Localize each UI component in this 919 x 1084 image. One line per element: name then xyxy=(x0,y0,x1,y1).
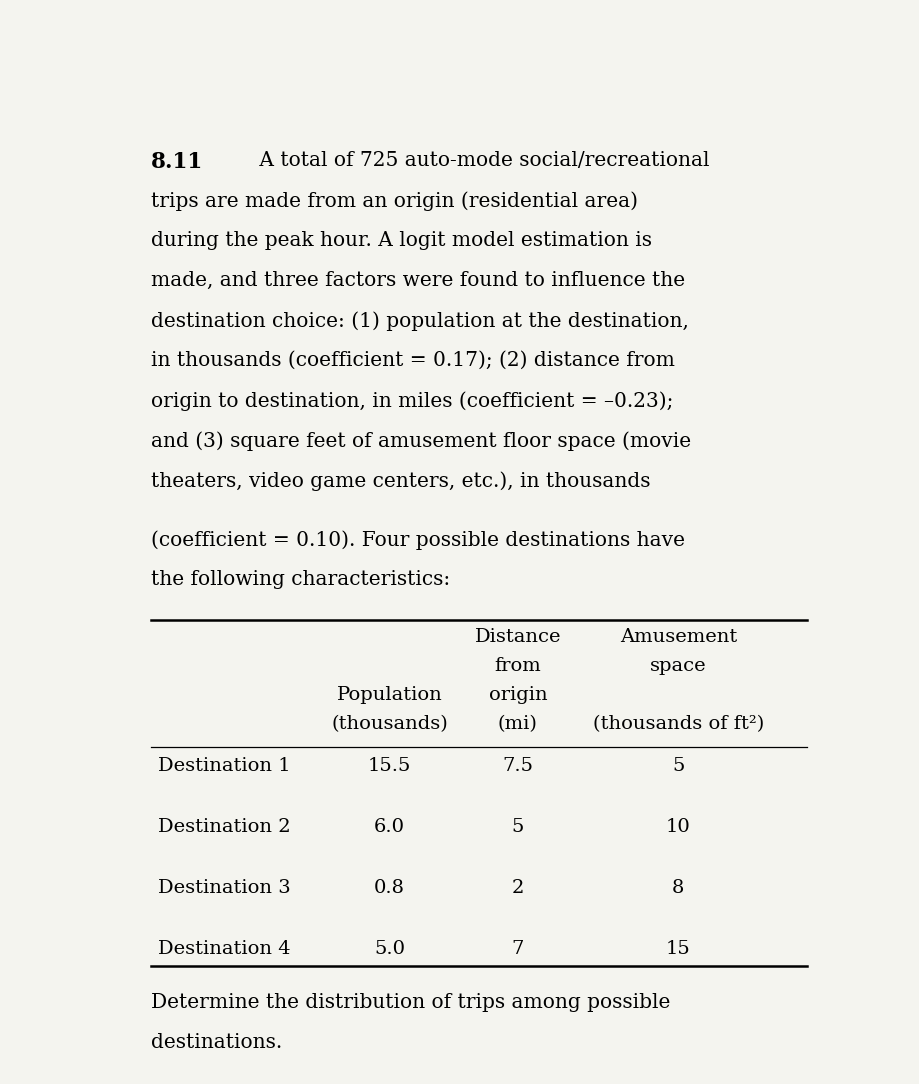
Text: 15.5: 15.5 xyxy=(368,757,411,775)
Text: trips are made from an origin (residential area): trips are made from an origin (residenti… xyxy=(151,191,637,210)
Text: destination choice: (1) population at the destination,: destination choice: (1) population at th… xyxy=(151,311,687,331)
Text: Destination 2: Destination 2 xyxy=(158,818,290,836)
Text: made, and three factors were found to influence the: made, and three factors were found to in… xyxy=(151,271,684,291)
Text: origin to destination, in miles (coefficient = –0.23);: origin to destination, in miles (coeffic… xyxy=(151,391,673,411)
Text: 15: 15 xyxy=(665,940,690,958)
Text: theaters, video game centers, etc.), in thousands: theaters, video game centers, etc.), in … xyxy=(151,472,650,491)
Text: (thousands): (thousands) xyxy=(331,715,448,733)
Text: (thousands of ft²): (thousands of ft²) xyxy=(592,715,763,733)
Text: Destination 4: Destination 4 xyxy=(158,940,290,958)
Text: Distance: Distance xyxy=(474,629,561,646)
Text: 2: 2 xyxy=(511,879,524,896)
Text: 6.0: 6.0 xyxy=(374,818,404,836)
Text: 5: 5 xyxy=(511,818,524,836)
Text: Amusement: Amusement xyxy=(619,629,736,646)
Text: from: from xyxy=(494,657,540,675)
Text: space: space xyxy=(649,657,706,675)
Text: 8.11: 8.11 xyxy=(151,151,203,173)
Text: Population: Population xyxy=(336,686,442,705)
Text: and (3) square feet of amusement floor space (movie: and (3) square feet of amusement floor s… xyxy=(151,431,690,451)
Text: 7.5: 7.5 xyxy=(502,757,533,775)
Text: in thousands (coefficient = 0.17); (2) distance from: in thousands (coefficient = 0.17); (2) d… xyxy=(151,351,674,371)
Text: origin: origin xyxy=(488,686,547,705)
Text: (coefficient = 0.10). Four possible destinations have: (coefficient = 0.10). Four possible dest… xyxy=(151,530,684,550)
Text: Determine the distribution of trips among possible: Determine the distribution of trips amon… xyxy=(151,993,669,1011)
Text: A total of 725 auto-mode social/recreational: A total of 725 auto-mode social/recreati… xyxy=(151,151,709,170)
Text: destinations.: destinations. xyxy=(151,1033,281,1051)
Text: 8: 8 xyxy=(672,879,684,896)
Text: 0.8: 0.8 xyxy=(374,879,404,896)
Text: 5: 5 xyxy=(672,757,684,775)
Text: Destination 3: Destination 3 xyxy=(158,879,290,896)
Text: 7: 7 xyxy=(511,940,524,958)
Text: (mi): (mi) xyxy=(497,715,538,733)
Text: 10: 10 xyxy=(665,818,690,836)
Text: Destination 1: Destination 1 xyxy=(158,757,290,775)
Text: the following characteristics:: the following characteristics: xyxy=(151,570,449,589)
Text: 5.0: 5.0 xyxy=(374,940,404,958)
Text: during the peak hour. A logit model estimation is: during the peak hour. A logit model esti… xyxy=(151,231,651,250)
